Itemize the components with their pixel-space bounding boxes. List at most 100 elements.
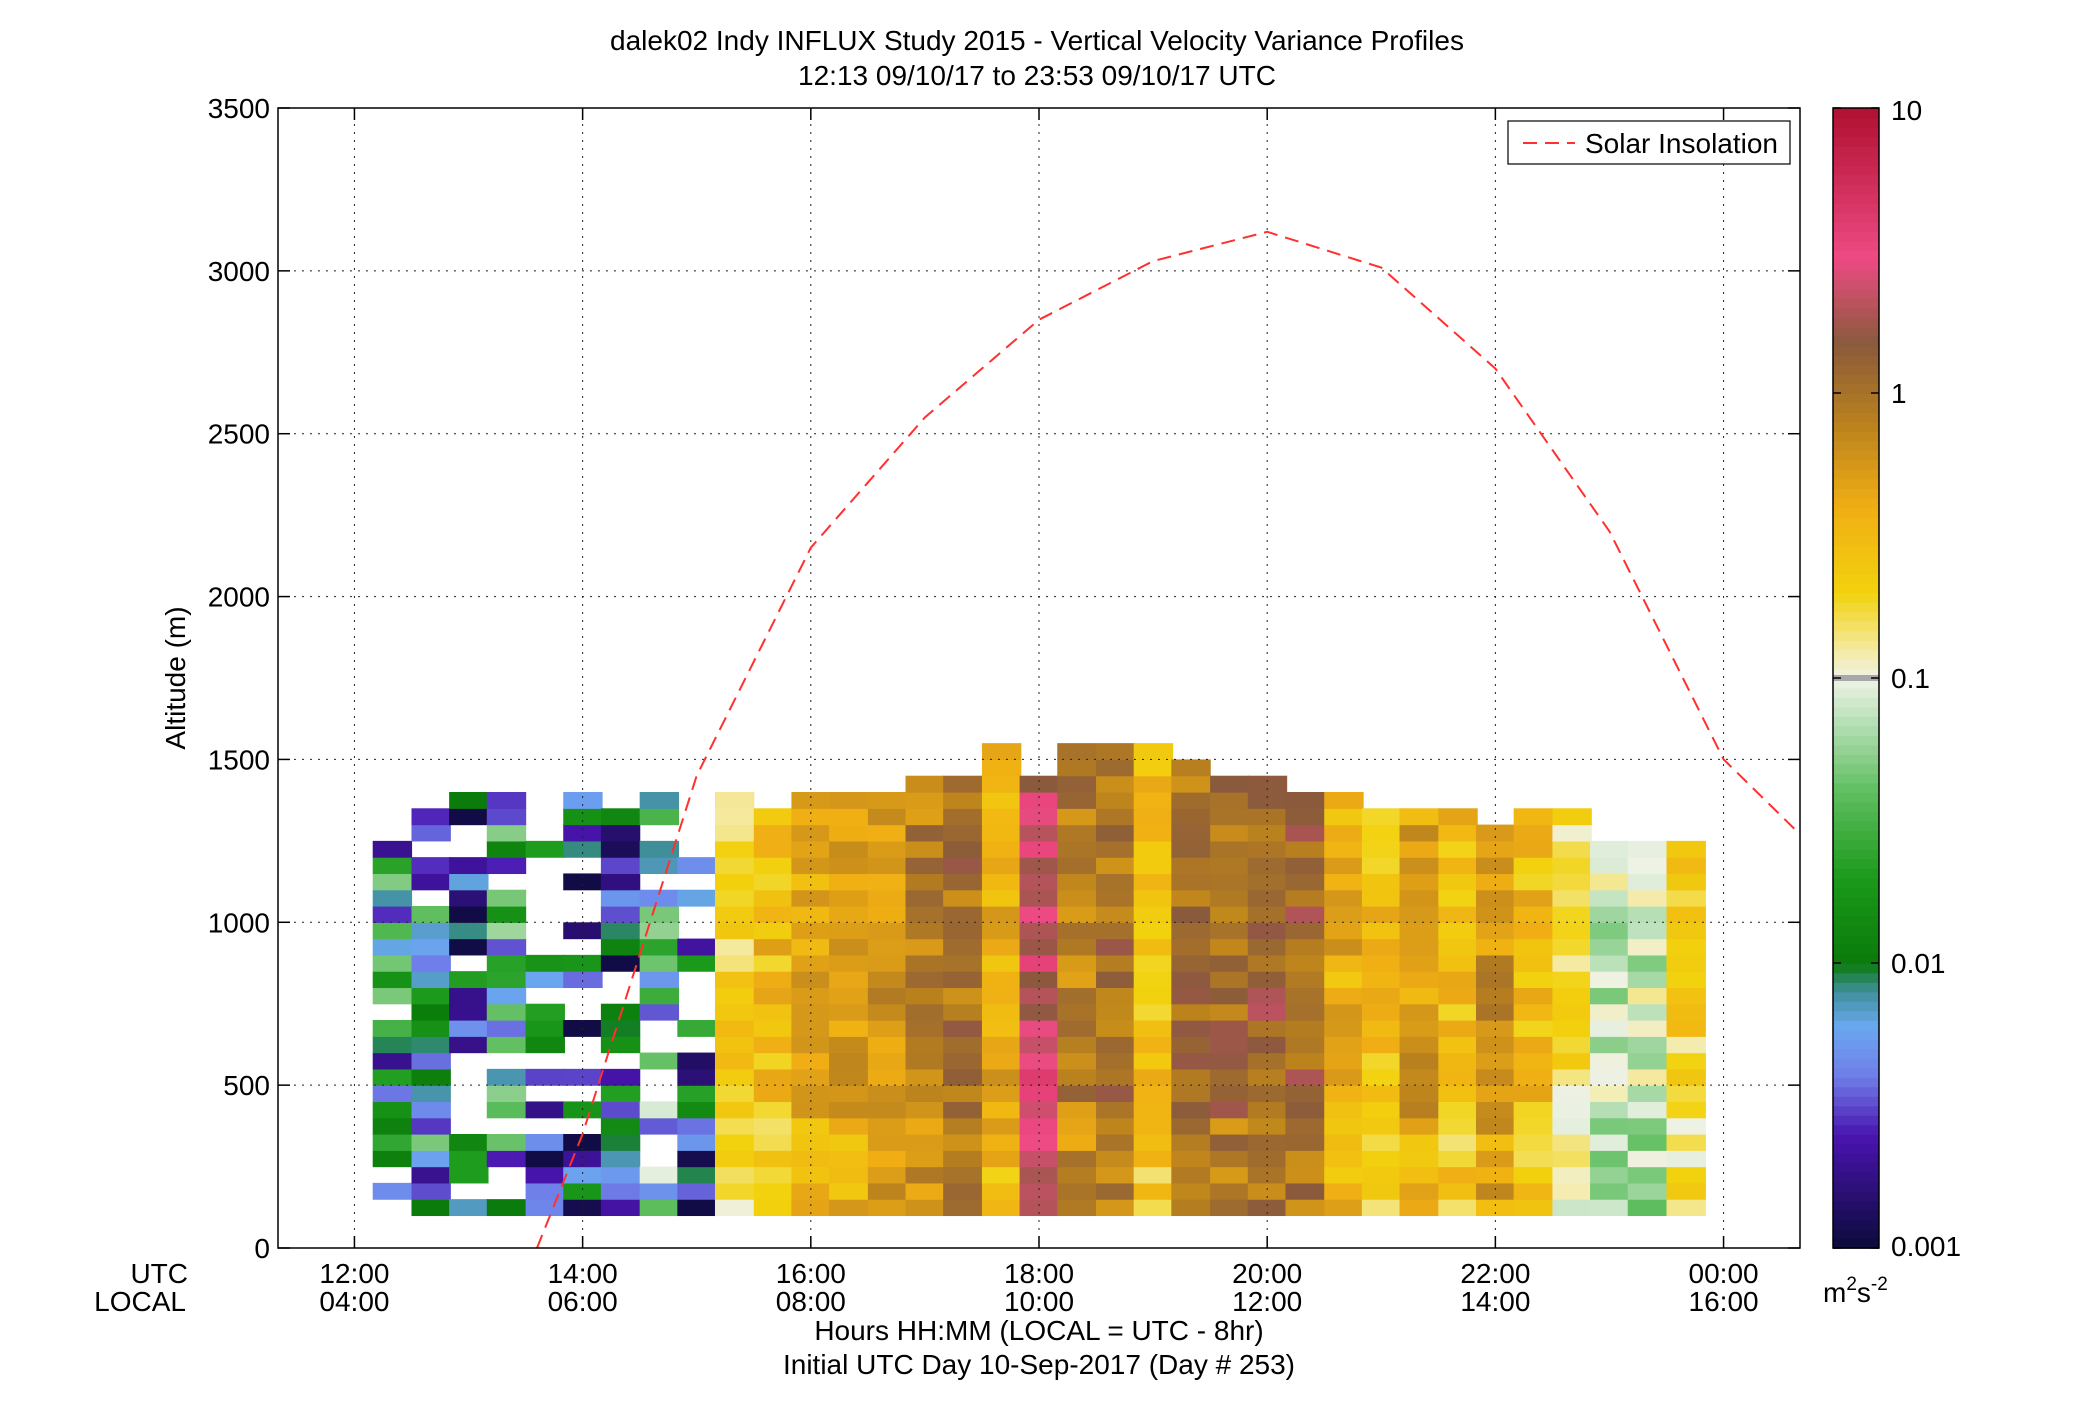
colorbar-segment [1833,1210,1879,1221]
heatmap-cell [714,938,755,956]
heatmap-cell [639,906,680,923]
colorbar-segment [1833,478,1879,489]
heatmap-cell [829,1150,869,1168]
heatmap-cell [1666,1117,1706,1135]
heatmap-cell [905,1101,945,1119]
heatmap-cell [714,840,755,858]
colorbar-segment [1833,364,1879,375]
heatmap-cell [1590,840,1630,858]
heatmap-cell [639,922,680,940]
heatmap-cell [1666,840,1706,858]
heatmap-cell [1666,857,1706,875]
heatmap-cell [905,1085,945,1103]
heatmap-cell [486,889,527,907]
heatmap-cell [981,1134,1022,1151]
heatmap-cell [1513,1003,1554,1021]
heatmap-cell [1247,971,1288,989]
heatmap-cell [981,987,1022,1005]
heatmap-cell [905,1052,945,1070]
heatmap-cell [1552,1182,1592,1200]
heatmap-cell [867,1117,908,1135]
colorbar-segment [1833,754,1879,765]
heatmap-cell [829,1052,869,1070]
heatmap-cell [1438,1150,1478,1168]
heatmap-cell [1324,1134,1364,1151]
heatmap-cell [905,873,945,891]
heatmap-cell [1171,1085,1211,1103]
colorbar-segment [1833,868,1879,879]
heatmap-cell [525,954,565,972]
heatmap-cell [1552,1085,1592,1103]
heatmap-cell [1096,824,1136,842]
heatmap-cell [829,1020,869,1037]
heatmap-cell [1552,1068,1592,1086]
heatmap-cell [1590,1052,1630,1070]
heatmap-cell [1399,1199,1439,1217]
heatmap-cell [1438,1003,1478,1021]
colorbar-segment [1833,440,1879,451]
heatmap-cell [943,1052,983,1070]
heatmap-cell [1552,938,1592,956]
heatmap-cell [1475,954,1516,972]
heatmap-cell [1666,971,1706,989]
colorbar-segment [1833,108,1879,119]
heatmap-cell [867,857,908,875]
heatmap-cell [981,1182,1022,1200]
x-tick-label-local: 04:00 [319,1286,389,1317]
heatmap-cell [449,808,489,826]
colorbar-segment [1833,858,1879,869]
heatmap-cell [1475,906,1516,923]
colorbar-segment [1833,507,1879,518]
colorbar-segment [1833,184,1879,195]
heatmap-cell [829,954,869,972]
heatmap-cell [867,1166,908,1184]
heatmap-cell [449,1166,489,1184]
heatmap-cell [829,1182,869,1200]
heatmap-cell [449,906,489,923]
heatmap-cell [1627,987,1668,1005]
heatmap-cell [600,922,641,940]
colorbar-segment [1833,203,1879,214]
colorbar-segment [1833,231,1879,242]
heatmap-cell [1475,938,1516,956]
heatmap-cell [1590,1068,1630,1086]
legend: Solar Insolation [1507,120,1791,165]
heatmap-cell [867,889,908,907]
colorbar-segment [1833,146,1879,157]
heatmap-cell [1096,1068,1136,1086]
heatmap-cell [1285,971,1325,989]
heatmap-cell [1361,1101,1402,1119]
heatmap-cell [1666,889,1706,907]
heatmap-cell [1096,1134,1136,1151]
heatmap-cell [943,824,983,842]
colorbar-segment [1833,953,1879,964]
colorbar-segment [1833,1010,1879,1021]
heatmap-cell [1475,889,1516,907]
heatmap-cell [714,971,755,989]
heatmap-cell [411,808,451,826]
heatmap-cell [1210,1150,1250,1168]
heatmap-cell [1210,1020,1250,1037]
colorbar-segment [1833,421,1879,432]
heatmap-cell [525,1166,565,1184]
heatmap-cell [1324,1150,1364,1168]
heatmap-cell [1361,824,1402,842]
heatmap-cell [1666,1101,1706,1119]
heatmap-cell [1513,1085,1554,1103]
heatmap-cell [1096,906,1136,923]
heatmap-cell [1399,1052,1439,1070]
heatmap-cell [1324,857,1364,875]
heatmap-cell [411,906,451,923]
heatmap-cell [753,1020,794,1037]
heatmap-cell [1399,840,1439,858]
heatmap-cell [1513,824,1554,842]
heatmap-cell [1475,1199,1516,1217]
heatmap-cell [525,1150,565,1168]
heatmap-cell [1438,971,1478,989]
heatmap-cell [753,1166,794,1184]
colorbar-segment [1833,1162,1879,1173]
heatmap-cell [981,1036,1022,1054]
heatmap-cell [1438,1199,1478,1217]
heatmap-cell [1475,1182,1516,1200]
